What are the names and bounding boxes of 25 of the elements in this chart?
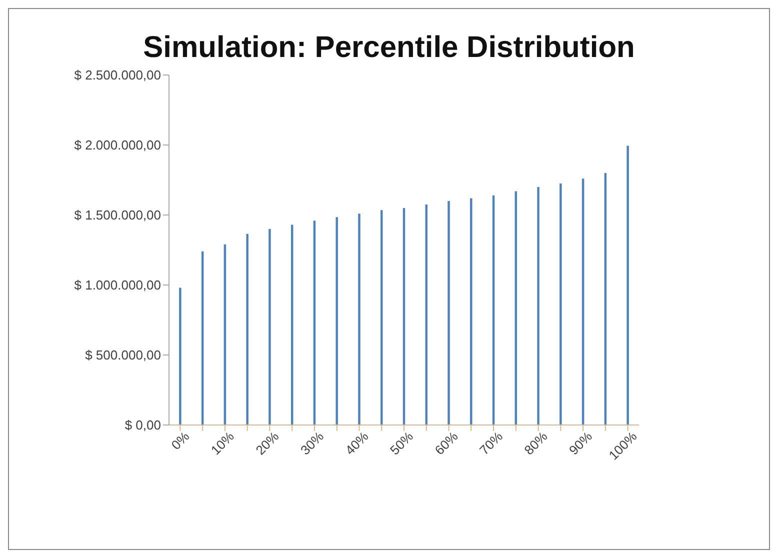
y-tick-label: $ 2.000.000,00 [74, 138, 161, 153]
bar [560, 184, 562, 425]
bar [179, 288, 182, 425]
bar [448, 201, 450, 425]
y-tick-label: $ 1.000.000,00 [74, 278, 161, 293]
y-tick-label: $ 2.500.000,00 [74, 68, 161, 83]
bar [537, 187, 540, 425]
x-tick-label: 60% [432, 428, 462, 458]
x-tick-label: 70% [476, 428, 506, 458]
bar [268, 229, 271, 425]
bar [336, 217, 338, 425]
bar [626, 146, 629, 425]
x-tick-label: 90% [566, 428, 596, 458]
x-tick-label: 40% [342, 428, 372, 458]
x-tick-label: 50% [387, 428, 416, 458]
x-tick-label: 30% [297, 428, 327, 458]
chart-title: Simulation: Percentile Distribution [142, 31, 636, 65]
bar [470, 198, 472, 425]
y-tick-label: $ 1.500.000,00 [74, 208, 161, 223]
y-tick-label: $ 500.000,00 [85, 348, 161, 363]
x-tick-label: 0% [168, 428, 193, 453]
bar [246, 234, 248, 425]
x-tick-label: 80% [521, 428, 551, 458]
bar [358, 214, 360, 425]
y-tick-label: $ 0,00 [124, 418, 161, 433]
